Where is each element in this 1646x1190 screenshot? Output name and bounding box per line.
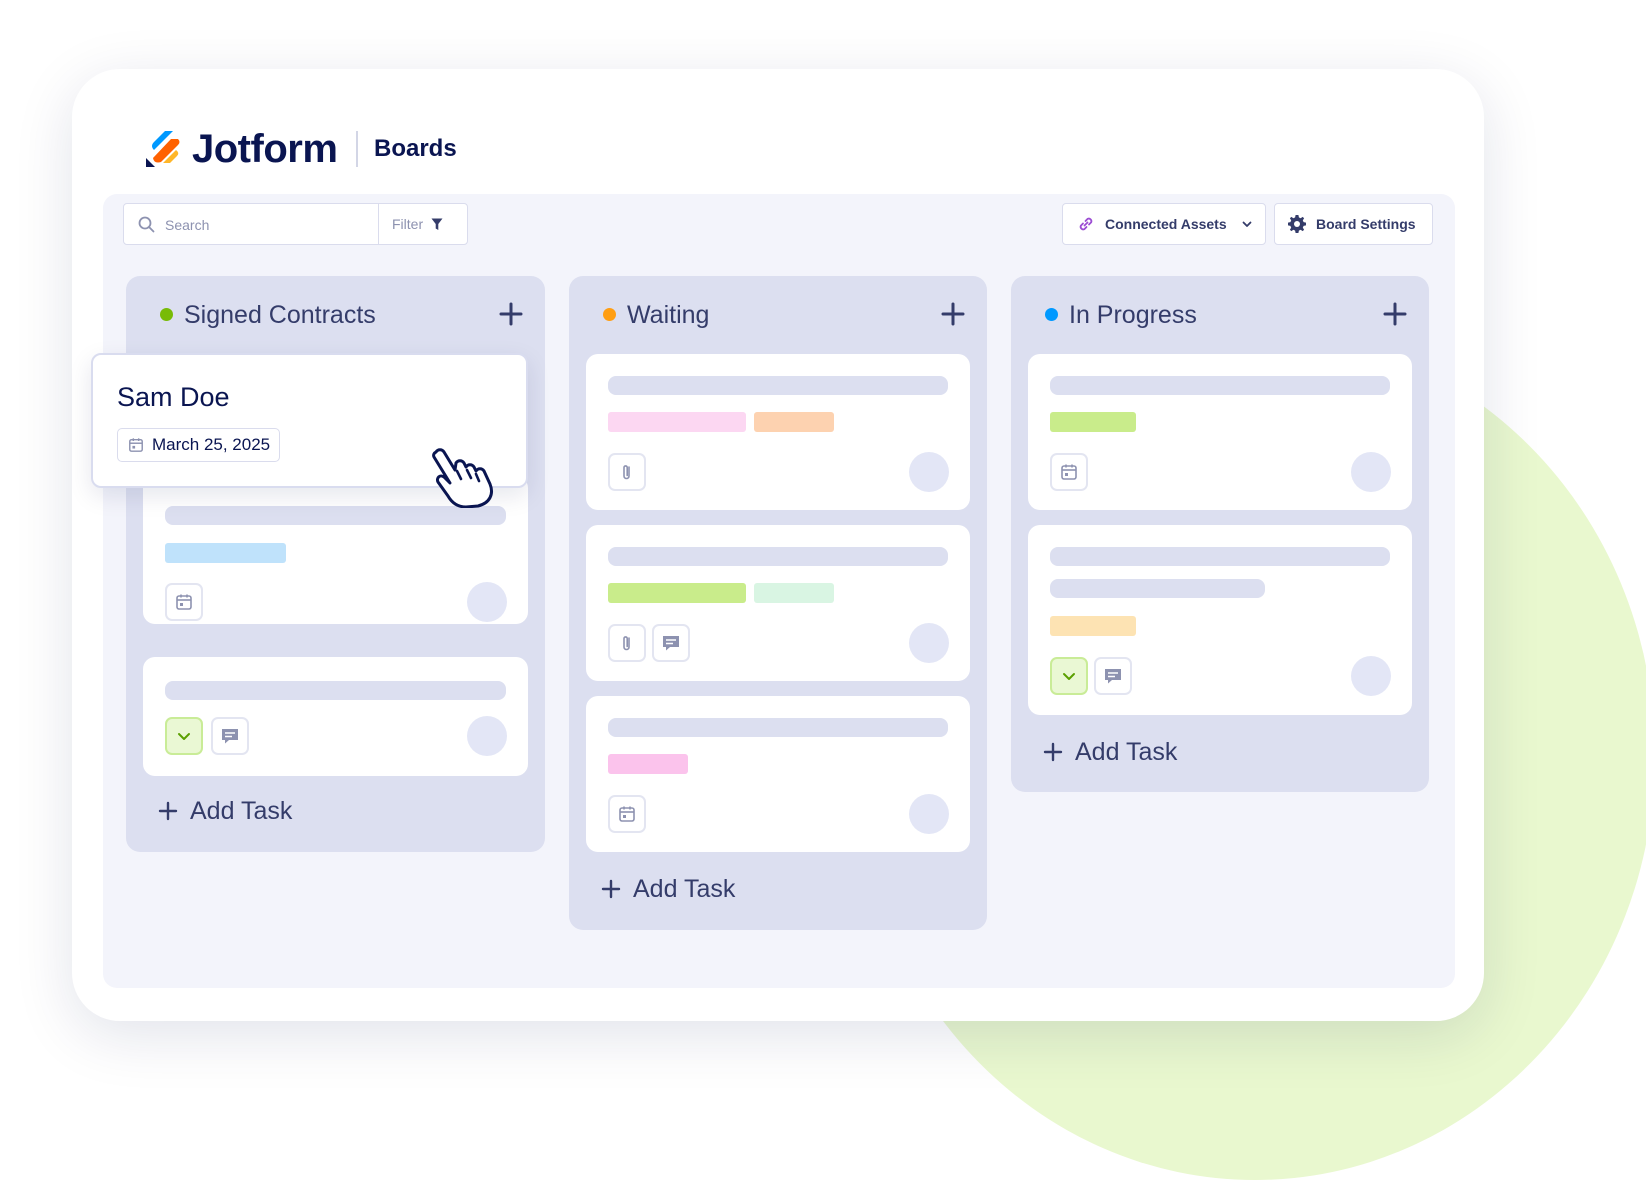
add-task-button[interactable]: Add Task [158, 796, 292, 826]
attachment-button[interactable] [608, 624, 646, 662]
task-card[interactable] [586, 696, 970, 852]
status-check-button[interactable] [1050, 657, 1088, 695]
label-tag [165, 543, 286, 563]
add-task-label: Add Task [190, 797, 293, 825]
search-input[interactable] [165, 215, 365, 235]
calendar-icon [619, 806, 635, 822]
placeholder-line [165, 681, 506, 700]
status-dot [1045, 308, 1058, 321]
comment-icon [663, 636, 679, 651]
column-header: Waiting [569, 276, 987, 354]
task-card[interactable] [1028, 525, 1412, 715]
placeholder-line [608, 376, 948, 395]
brand-divider [356, 131, 358, 167]
calendar-icon [129, 438, 143, 452]
label-tag [754, 412, 834, 432]
task-card[interactable] [1028, 354, 1412, 510]
due-date-text: March 25, 2025 [152, 435, 271, 454]
placeholder-line [165, 506, 506, 525]
check-icon [178, 733, 190, 740]
assignee-avatar[interactable] [467, 582, 507, 622]
paperclip-icon [623, 465, 630, 480]
add-task-label: Add Task [1075, 738, 1178, 766]
status-dot [603, 308, 616, 321]
comment-icon [1105, 669, 1121, 684]
filter-label: Filter [392, 216, 424, 232]
assignee-avatar[interactable] [1351, 452, 1391, 492]
filter-icon [431, 218, 443, 230]
column-waiting: Waiting [569, 276, 987, 930]
status-dot [160, 308, 173, 321]
assignee-avatar[interactable] [467, 716, 507, 756]
add-card-plus-icon[interactable] [1379, 298, 1411, 330]
date-button[interactable] [165, 583, 203, 621]
comment-button[interactable] [1094, 657, 1132, 695]
placeholder-line [608, 718, 948, 737]
placeholder-line [608, 547, 948, 566]
jotform-logo-icon [146, 131, 180, 167]
column-title: Signed Contracts [184, 301, 376, 329]
label-tag [608, 754, 688, 774]
board-settings-label: Board Settings [1316, 216, 1416, 232]
status-check-button[interactable] [165, 717, 203, 755]
due-date-chip[interactable]: March 25, 2025 [117, 428, 281, 462]
assignee-avatar[interactable] [909, 794, 949, 834]
plus-icon [1043, 742, 1063, 762]
search-box [123, 203, 379, 245]
comment-icon [222, 729, 238, 744]
gear-icon [1288, 215, 1306, 233]
filter-button[interactable]: Filter [378, 203, 468, 245]
column-title: Waiting [627, 301, 710, 329]
label-tag [608, 412, 746, 432]
add-card-plus-icon[interactable] [495, 298, 527, 330]
assignee-avatar[interactable] [1351, 656, 1391, 696]
assignee-avatar[interactable] [909, 623, 949, 663]
brand-name: Jotform [192, 127, 338, 171]
label-tag [608, 583, 746, 603]
search-icon [138, 216, 155, 233]
task-card[interactable] [586, 525, 970, 681]
date-button[interactable] [1050, 453, 1088, 491]
task-card[interactable] [143, 657, 528, 776]
label-tag [754, 583, 834, 603]
task-card[interactable] [143, 476, 528, 624]
product-name: Boards [374, 135, 457, 162]
link-icon [1079, 217, 1093, 231]
paperclip-icon [623, 636, 630, 651]
column-in-progress: In Progress [1011, 276, 1429, 792]
column-header: In Progress [1011, 276, 1429, 354]
plus-icon [601, 879, 621, 899]
task-card[interactable] [586, 354, 970, 510]
calendar-icon [176, 594, 192, 610]
add-task-label: Add Task [633, 875, 736, 903]
add-card-plus-icon[interactable] [937, 298, 969, 330]
comment-button[interactable] [652, 624, 690, 662]
add-task-button[interactable]: Add Task [1043, 737, 1177, 767]
placeholder-line [1050, 579, 1265, 598]
check-icon [1063, 673, 1075, 680]
task-title: Sam Doe [117, 382, 230, 412]
column-title: In Progress [1069, 301, 1197, 329]
connected-assets-label: Connected Assets [1105, 216, 1227, 232]
placeholder-line [1050, 547, 1390, 566]
hand-pointer-icon [432, 448, 493, 508]
label-tag [1050, 616, 1136, 636]
column-header: Signed Contracts [126, 276, 545, 354]
plus-icon [158, 801, 178, 821]
attachment-button[interactable] [608, 453, 646, 491]
calendar-icon [1061, 464, 1077, 480]
comment-button[interactable] [211, 717, 249, 755]
date-button[interactable] [608, 795, 646, 833]
assignee-avatar[interactable] [909, 452, 949, 492]
label-tag [1050, 412, 1136, 432]
add-task-button[interactable]: Add Task [601, 874, 735, 904]
chevron-down-icon [1242, 221, 1252, 227]
board-settings-button[interactable]: Board Settings [1274, 203, 1433, 245]
placeholder-line [1050, 376, 1390, 395]
connected-assets-button[interactable]: Connected Assets [1062, 203, 1266, 245]
